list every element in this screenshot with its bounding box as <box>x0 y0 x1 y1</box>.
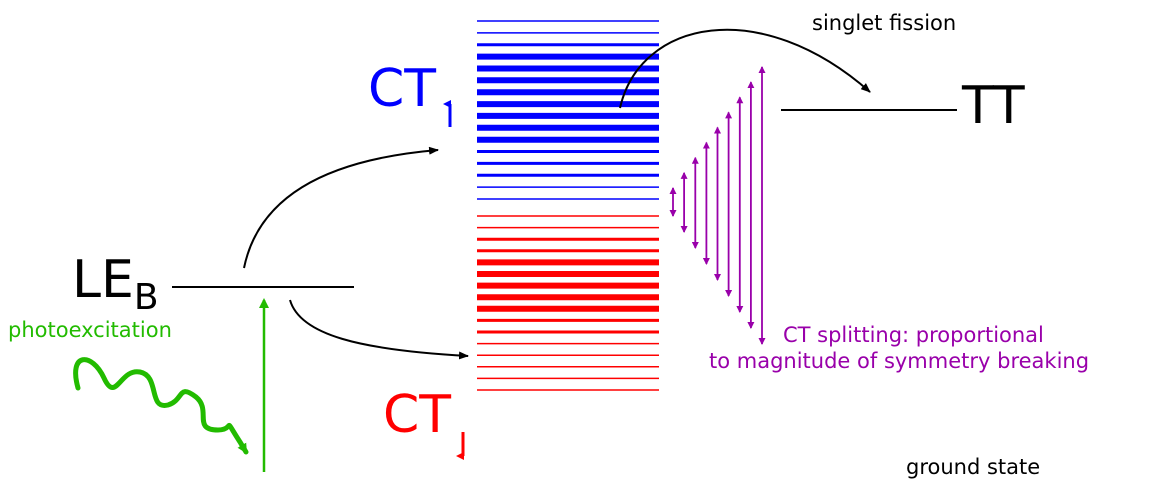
tt-label: TT <box>962 76 1025 136</box>
le-label: LEB <box>72 254 159 316</box>
le-to-ct-up-arrow <box>243 146 439 269</box>
ground-state-label: ground state <box>906 455 1041 479</box>
ct-down-label: CT <box>383 385 452 445</box>
singlet-fission-arrow <box>619 28 871 109</box>
le-label-text: LE <box>72 250 134 310</box>
ct-up-manifold <box>477 20 659 200</box>
singlet-fission-label: singlet fission <box>812 11 957 35</box>
ct-up-label: CT <box>368 59 437 119</box>
ct-splitting-arrows <box>669 66 766 345</box>
ct-splitting-label-line1: CT splitting: proportional <box>783 323 1044 347</box>
ct-splitting-label-line2: to magnitude of symmetry breaking <box>709 349 1090 373</box>
ct-down-manifold <box>477 215 659 391</box>
photoexcitation-label: photoexcitation <box>8 318 172 342</box>
le-subscript: B <box>133 277 159 318</box>
le-to-ct-down-arrow <box>289 299 469 360</box>
photon-wave-arrow <box>73 357 249 455</box>
